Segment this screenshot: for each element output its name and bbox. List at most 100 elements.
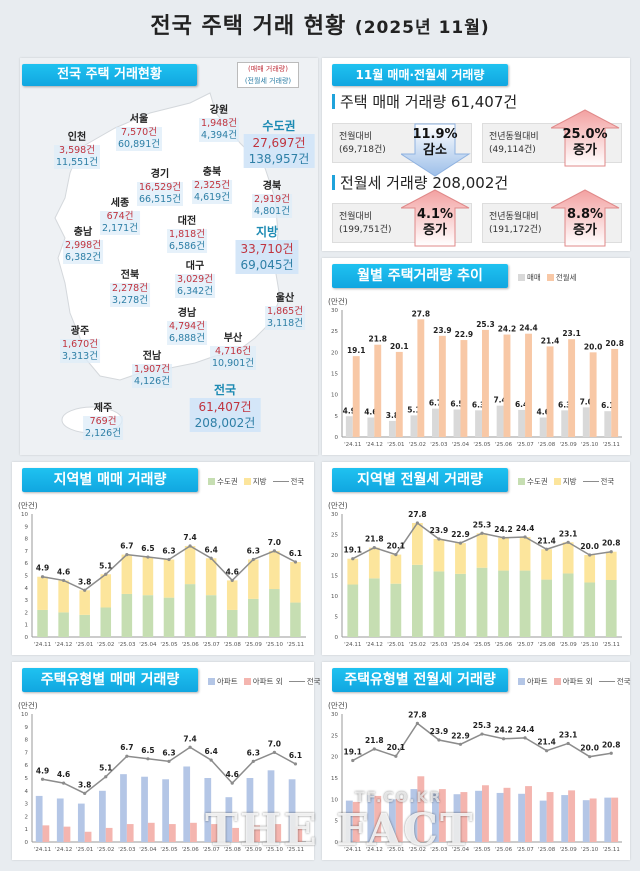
x-tick-label: '25.06 (181, 642, 199, 648)
y-tick-label: 20 (331, 350, 338, 356)
bar-아파트 외 (546, 792, 554, 842)
y-tick-label: 30 (331, 308, 338, 314)
compare-label: 전년동월대비 (49,114건) (489, 131, 539, 157)
bar-전월세 (395, 351, 403, 437)
region-name: 경북 (262, 181, 282, 192)
x-tick-label: '25.06 (181, 847, 199, 853)
bar-매매 (496, 405, 504, 437)
bar-아파트 외 (460, 792, 468, 842)
x-tick-label: '25.04 (452, 642, 470, 648)
sales-count: 1,907건 (134, 364, 170, 375)
chart-svg: 0 5 10 15 20 25 30 '24.11 '24.12 '25.01 '25.02 '25.… (331, 510, 622, 648)
region-name: 대전 (177, 216, 197, 227)
sales-count: 2,919건 (254, 194, 290, 205)
region-name: 경남 (177, 308, 197, 319)
x-tick-label: '25.06 (495, 642, 513, 648)
region-전북: 전북 2,278건 3,278건 (110, 269, 150, 307)
bar-지방 (58, 580, 69, 613)
compare-base: (69,718건) (339, 145, 386, 155)
bar-아파트 외 (374, 795, 382, 842)
line-point (272, 549, 276, 553)
data-label: 4.6 (57, 567, 70, 576)
x-tick-label: '24.11 (344, 642, 361, 648)
region-values: 4,794건 6,888건 (167, 321, 207, 345)
compare-box-mom: 전월대비 (69,718건) 11.9% 감소 (332, 123, 472, 177)
data-label: 22.9 (451, 731, 470, 740)
bar-수도권 (368, 578, 380, 637)
x-tick-label: '25.08 (538, 642, 556, 648)
region-values: 1,907건 4,126건 (132, 364, 172, 388)
sales-count: 3,029건 (177, 274, 213, 285)
chart-svg: 0 1 2 3 4 5 6 7 8 9 10 '24.11 '24.12 '25.01 '25.02 '25.… (21, 712, 306, 853)
line-point (458, 742, 463, 746)
data-label: 6.5 (450, 399, 463, 408)
bar-지방 (605, 551, 617, 581)
data-label: 6.1 (289, 549, 302, 558)
x-tick-label: '25.03 (430, 642, 448, 648)
bar-수도권 (476, 567, 488, 637)
data-label: 20.0 (580, 542, 599, 551)
data-label: 23.1 (562, 329, 581, 338)
data-label: 3.8 (78, 577, 91, 586)
chart-panel-monthly: 월별 주택거래량 추이 (만건) 매매 전월세 0 5 10 15 20 25 30 '24.11 '2… (322, 258, 630, 455)
direction: 감소 (423, 143, 447, 158)
legend-swatch (243, 678, 251, 685)
data-label: 25.3 (473, 520, 492, 529)
y-tick-label: 15 (331, 372, 338, 378)
bar-지방 (390, 554, 402, 584)
unit-label: (만건) (328, 501, 348, 510)
region-name: 서울 (129, 114, 149, 125)
sales-count: 4,716건 (215, 346, 251, 357)
region-name: 광주 (70, 326, 90, 337)
x-tick-label: '25.04 (139, 642, 157, 648)
data-label: 20.0 (584, 342, 603, 351)
line-point (40, 575, 45, 579)
chart-title: 주택유형별 전월세 거래량 (332, 668, 508, 692)
legend-label: 전국 (290, 477, 305, 486)
bar-지방 (498, 537, 509, 571)
legend-label: 아파트 외 (252, 677, 283, 686)
bar-매매 (539, 417, 547, 437)
y-tick-label: 7 (25, 549, 29, 555)
legend-line-swatch (272, 481, 289, 482)
bar-아파트 (388, 799, 396, 842)
sales-count: 1,865건 (267, 306, 303, 317)
chart-title: 주택유형별 매매 거래량 (22, 668, 198, 692)
data-label: 21.4 (537, 738, 556, 747)
region-name: 제주 (93, 403, 113, 414)
data-label: 5.1 (407, 405, 420, 414)
map-badge: 전국 주택 거래현황 (22, 64, 197, 86)
bar-아파트 외 (482, 785, 489, 842)
x-tick-label: '25.05 (160, 642, 178, 648)
unit-label: (만건) (328, 701, 348, 710)
bar-아파트 (120, 774, 127, 842)
y-tick-label: 0 (335, 435, 339, 441)
x-tick-label: '25.03 (118, 642, 136, 648)
line-point (523, 535, 527, 539)
bar-수도권 (347, 584, 359, 637)
bar-수도권 (248, 598, 259, 637)
line-point (167, 759, 171, 763)
data-label: 6.7 (429, 399, 442, 408)
line-point (566, 741, 570, 746)
data-label: 6.7 (120, 542, 133, 551)
region-전남: 전남 1,907건 4,126건 (132, 350, 172, 388)
compare-title: 전월대비 (339, 132, 373, 142)
bar-아파트 외 (568, 790, 576, 842)
unit-label: (만건) (18, 701, 38, 710)
legend-swatch (208, 678, 215, 685)
compare-box-mom: 전월대비 (199,751건) 4.1% 증가 (332, 189, 472, 247)
data-label: 5.1 (99, 561, 112, 570)
arrow-up-icon (551, 189, 620, 247)
x-tick-label: '25.09 (245, 642, 263, 648)
x-tick-label: '24.11 (34, 642, 51, 648)
region-대전: 대전 1,818건 6,586건 (167, 215, 207, 253)
data-label: 6.3 (162, 547, 175, 556)
percent: 11.9% (412, 127, 458, 142)
sales-count: 1,948건 (201, 118, 237, 129)
bar-아파트 (410, 789, 418, 842)
line-point (209, 556, 213, 560)
rent-count: 2,171건 (102, 223, 138, 234)
data-label: 4.6 (226, 770, 239, 779)
region-부산: 부산 4,716건 10,901건 (210, 332, 256, 370)
